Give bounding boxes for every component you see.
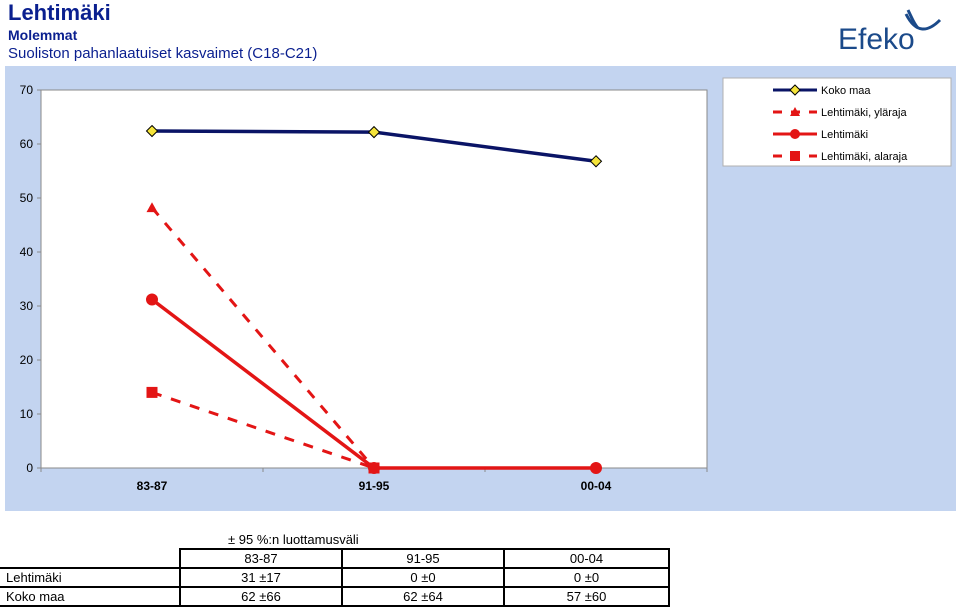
legend-label: Koko maa <box>821 85 871 97</box>
table-row: Koko maa 62 ±66 62 ±64 57 ±60 <box>0 586 670 607</box>
plot-area <box>40 89 708 469</box>
y-tick-label: 10 <box>20 407 34 421</box>
data-point <box>367 125 381 139</box>
legend-label: Lehtimäki, yläraja <box>821 107 907 119</box>
logo-text: Efeko <box>838 23 915 54</box>
y-tick-label: 20 <box>20 353 34 367</box>
data-point <box>589 155 603 168</box>
legend-label: Lehtimäki <box>821 129 868 141</box>
series-line <box>150 206 376 469</box>
data-point <box>789 84 801 96</box>
x-tick-label: 83-87 <box>137 479 168 493</box>
data-point <box>146 293 158 306</box>
y-tick-label: 30 <box>20 299 34 313</box>
data-point <box>790 129 800 139</box>
series-layer <box>145 124 603 474</box>
table-corner <box>0 549 180 568</box>
chart-title: Suoliston pahanlaatuiset kasvaimet (C18-… <box>8 45 318 62</box>
x-tick-label: 00-04 <box>581 479 612 493</box>
data-point <box>145 124 159 138</box>
table-row: Lehtimäki 31 ±17 0 ±0 0 ±0 <box>0 567 670 588</box>
row-label: Lehtimäki <box>0 567 180 588</box>
y-tick-label: 60 <box>20 137 34 151</box>
table-header-cell: 91-95 <box>341 548 505 569</box>
x-axis: 83-87 91-95 00-04 <box>40 468 708 493</box>
series-2 <box>146 293 602 474</box>
table-cell: 57 ±60 <box>503 586 670 607</box>
legend-label: Lehtimäki, alaraja <box>821 151 908 163</box>
data-point <box>790 107 800 116</box>
table-header-cell: 83-87 <box>179 548 343 569</box>
row-label: Koko maa <box>0 586 180 607</box>
logo-swoosh-icon <box>904 13 942 31</box>
x-tick-label: 91-95 <box>359 479 390 493</box>
table-cell: 0 ±0 <box>341 567 505 588</box>
y-tick-label: 70 <box>20 83 34 97</box>
data-point <box>146 202 158 213</box>
y-tick-label: 50 <box>20 191 34 205</box>
data-point <box>590 462 602 474</box>
y-axis: 0 10 20 30 40 50 60 70 <box>20 83 41 475</box>
table-header-cell: 00-04 <box>503 548 670 569</box>
table-cell: 62 ±66 <box>179 586 343 607</box>
data-point <box>146 386 158 398</box>
table-header-row: 83-87 91-95 00-04 <box>0 548 670 569</box>
page-subtitle: Molemmat <box>8 27 78 43</box>
data-point <box>368 462 380 474</box>
confidence-table: 83-87 91-95 00-04 Lehtimäki 31 ±17 0 ±0 … <box>0 548 670 607</box>
legend: Koko maa Lehtimäki, yläraja Lehtimäki Lehti… <box>722 77 952 167</box>
efeko-logo: Efeko <box>838 9 942 54</box>
chart: 0 10 20 30 40 50 60 70 83-87 91-95 00-04 Koko maa… <box>5 66 956 511</box>
data-point <box>790 151 800 161</box>
logo-stroke-icon <box>906 9 920 30</box>
table-cell: 0 ±0 <box>503 567 670 588</box>
table-cell: 62 ±64 <box>341 586 505 607</box>
page-title: Lehtimäki <box>8 0 111 25</box>
y-tick-label: 40 <box>20 245 34 259</box>
legend-box <box>722 77 952 167</box>
series-0 <box>145 124 603 168</box>
y-tick-label: 0 <box>26 461 33 475</box>
table-title: ± 95 %:n luottamusväli <box>228 532 359 547</box>
table-cell: 31 ±17 <box>179 567 343 588</box>
